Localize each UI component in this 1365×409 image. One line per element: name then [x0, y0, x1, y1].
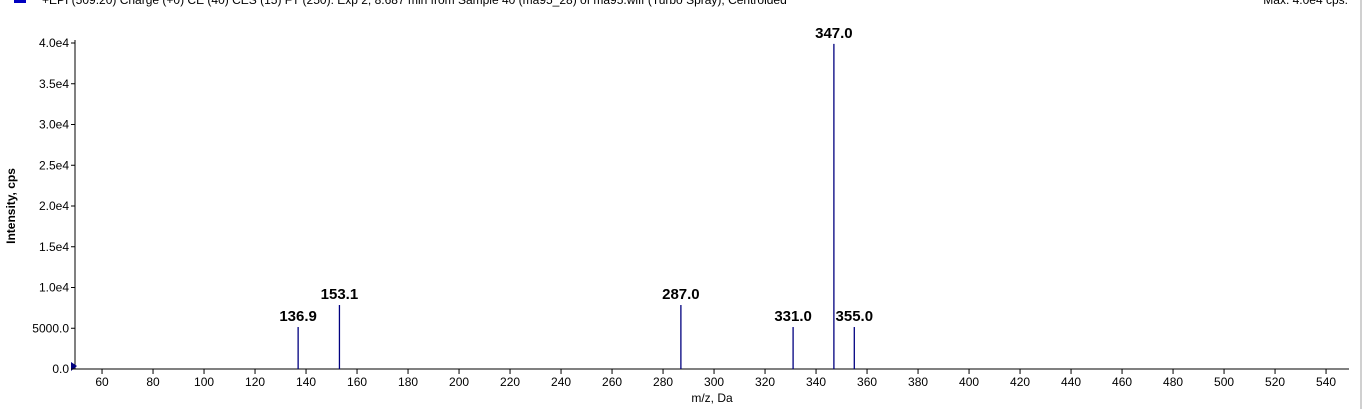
x-tick-label: 120	[245, 375, 265, 389]
x-tick-label: 160	[347, 375, 367, 389]
peak-label: 153.1	[321, 286, 359, 303]
x-tick-label: 80	[146, 375, 160, 389]
y-tick-label: 1.0e4	[39, 281, 69, 295]
x-tick-label: 520	[1265, 375, 1285, 389]
y-axis-label: Intensity, cps	[4, 168, 18, 244]
x-tick-label: 200	[449, 375, 469, 389]
x-tick-label: 420	[1010, 375, 1030, 389]
axis-marker	[71, 362, 77, 371]
x-tick-label: 440	[1061, 375, 1081, 389]
x-tick-label: 340	[806, 375, 826, 389]
x-tick-label: 480	[1163, 375, 1183, 389]
x-tick-label: 140	[296, 375, 316, 389]
y-tick-label: 5000.0	[32, 321, 69, 335]
y-tick-label: 1.5e4	[39, 240, 69, 254]
peak-label: 331.0	[774, 308, 812, 325]
x-tick-label: 460	[1112, 375, 1132, 389]
peak-label: 136.9	[279, 308, 317, 325]
x-tick-label: 60	[95, 375, 109, 389]
peak-label: 347.0	[815, 25, 853, 42]
x-tick-label: 380	[908, 375, 928, 389]
x-tick-label: 300	[704, 375, 724, 389]
x-tick-label: 100	[194, 375, 214, 389]
x-axis-label: m/z, Da	[691, 391, 733, 405]
x-tick-label: 360	[857, 375, 877, 389]
chart-title: +EPI (509.20) Charge (+0) CE (40) CES (1…	[42, 0, 787, 7]
y-tick-label: 2.5e4	[39, 158, 69, 172]
y-tick-label: 0.0	[52, 362, 69, 376]
x-tick-label: 240	[551, 375, 571, 389]
x-tick-label: 540	[1316, 375, 1336, 389]
y-tick-label: 3.5e4	[39, 77, 69, 91]
x-tick-label: 180	[398, 375, 418, 389]
legend-swatch	[14, 0, 26, 3]
x-tick-label: 280	[653, 375, 673, 389]
x-tick-label: 320	[755, 375, 775, 389]
y-tick-label: 2.0e4	[39, 199, 69, 213]
x-tick-label: 220	[500, 375, 520, 389]
peak-label: 355.0	[836, 308, 874, 325]
x-tick-label: 400	[959, 375, 979, 389]
peak-label: 287.0	[662, 286, 700, 303]
max-label: Max. 4.0e4 cps.	[1263, 0, 1348, 7]
y-tick-label: 3.0e4	[39, 118, 69, 132]
x-tick-label: 500	[1214, 375, 1234, 389]
x-tick-label: 260	[602, 375, 622, 389]
y-tick-label: 4.0e4	[39, 36, 69, 50]
